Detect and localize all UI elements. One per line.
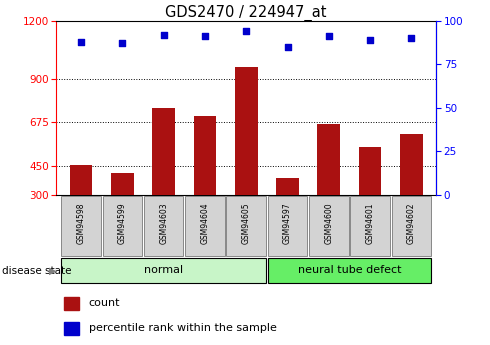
Point bbox=[201, 33, 209, 39]
Point bbox=[284, 44, 292, 50]
FancyBboxPatch shape bbox=[268, 196, 307, 256]
Text: GSM94601: GSM94601 bbox=[366, 203, 374, 244]
Text: ▶: ▶ bbox=[49, 266, 57, 276]
Text: GSM94599: GSM94599 bbox=[118, 203, 127, 244]
Bar bbox=[276, 178, 299, 195]
FancyBboxPatch shape bbox=[350, 196, 390, 256]
Text: count: count bbox=[89, 298, 120, 308]
Point bbox=[160, 32, 168, 37]
Text: GSM94603: GSM94603 bbox=[159, 203, 168, 244]
Point bbox=[325, 33, 333, 39]
Title: GDS2470 / 224947_at: GDS2470 / 224947_at bbox=[166, 4, 327, 21]
Text: GSM94598: GSM94598 bbox=[76, 203, 86, 244]
Text: GSM94604: GSM94604 bbox=[200, 203, 209, 244]
Text: neural tube defect: neural tube defect bbox=[297, 266, 401, 275]
Bar bbox=[111, 172, 134, 195]
Bar bbox=[359, 148, 381, 195]
FancyBboxPatch shape bbox=[61, 196, 101, 256]
Text: GSM94597: GSM94597 bbox=[283, 203, 292, 244]
Point bbox=[366, 37, 374, 43]
FancyBboxPatch shape bbox=[392, 196, 431, 256]
Text: normal: normal bbox=[144, 266, 183, 275]
Bar bbox=[64, 297, 79, 310]
FancyBboxPatch shape bbox=[309, 196, 348, 256]
Bar bbox=[64, 322, 79, 335]
Bar bbox=[235, 67, 258, 195]
Bar bbox=[194, 116, 216, 195]
Bar bbox=[400, 134, 423, 195]
Bar bbox=[268, 258, 431, 283]
Text: percentile rank within the sample: percentile rank within the sample bbox=[89, 324, 276, 334]
Bar bbox=[70, 165, 93, 195]
Point bbox=[243, 28, 250, 34]
Bar bbox=[318, 124, 340, 195]
Point bbox=[77, 39, 85, 45]
Text: GSM94602: GSM94602 bbox=[407, 203, 416, 244]
Bar bbox=[152, 108, 175, 195]
Text: GSM94600: GSM94600 bbox=[324, 203, 333, 244]
FancyBboxPatch shape bbox=[144, 196, 183, 256]
Point bbox=[119, 41, 126, 46]
Point bbox=[407, 36, 415, 41]
Text: disease state: disease state bbox=[2, 266, 72, 276]
FancyBboxPatch shape bbox=[102, 196, 142, 256]
FancyBboxPatch shape bbox=[185, 196, 225, 256]
FancyBboxPatch shape bbox=[226, 196, 266, 256]
Text: GSM94605: GSM94605 bbox=[242, 203, 251, 244]
Bar bbox=[61, 258, 266, 283]
